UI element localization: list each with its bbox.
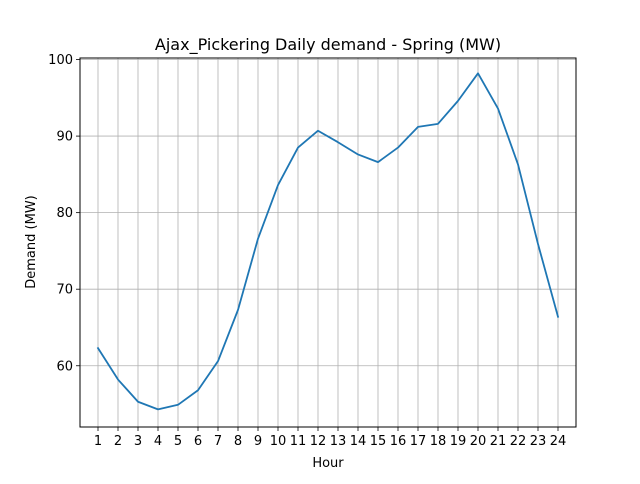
x-tick-label: 24 [550, 434, 567, 449]
x-tick-label: 14 [350, 434, 367, 449]
y-tick-label: 60 [56, 359, 73, 374]
y-axis-label: Demand (MW) [24, 195, 39, 288]
chart-title: Ajax_Pickering Daily demand - Spring (MW… [155, 35, 501, 55]
y-tick-label: 90 [56, 130, 73, 145]
y-axis-ticks: 60 70 80 90 100 [48, 53, 80, 374]
x-tick-label: 17 [410, 434, 427, 449]
y-tick-label: 100 [48, 53, 73, 68]
x-tick-label: 4 [154, 434, 162, 449]
x-tick-label: 15 [370, 434, 387, 449]
x-tick-label: 21 [490, 434, 507, 449]
x-tick-label: 13 [330, 434, 347, 449]
x-tick-label: 11 [290, 434, 307, 449]
x-tick-label: 2 [114, 434, 122, 449]
x-tick-label: 23 [530, 434, 547, 449]
x-tick-label: 1 [94, 434, 102, 449]
grid-layer [80, 58, 576, 427]
x-tick-label: 22 [510, 434, 527, 449]
x-tick-label: 9 [254, 434, 262, 449]
series-layer [96, 72, 560, 411]
series-line [96, 72, 560, 411]
x-tick-label: 20 [470, 434, 487, 449]
x-tick-label: 10 [270, 434, 287, 449]
y-tick-label: 80 [56, 206, 73, 221]
y-tick-label: 70 [56, 283, 73, 298]
x-axis-ticks: 1 2 3 4 5 6 7 8 9 10 11 12 13 14 15 16 17 18 19 20 21 22 23 24 [94, 427, 566, 449]
x-tick-label: 12 [310, 434, 327, 449]
x-tick-label: 7 [214, 434, 222, 449]
x-tick-label: 5 [174, 434, 182, 449]
x-tick-label: 8 [234, 434, 242, 449]
x-tick-label: 19 [450, 434, 467, 449]
x-axis-label: Hour [312, 456, 344, 471]
x-tick-label: 18 [430, 434, 447, 449]
x-tick-label: 3 [134, 434, 142, 449]
x-tick-label: 6 [194, 434, 202, 449]
x-tick-label: 16 [390, 434, 407, 449]
plot-frame [79, 57, 577, 428]
